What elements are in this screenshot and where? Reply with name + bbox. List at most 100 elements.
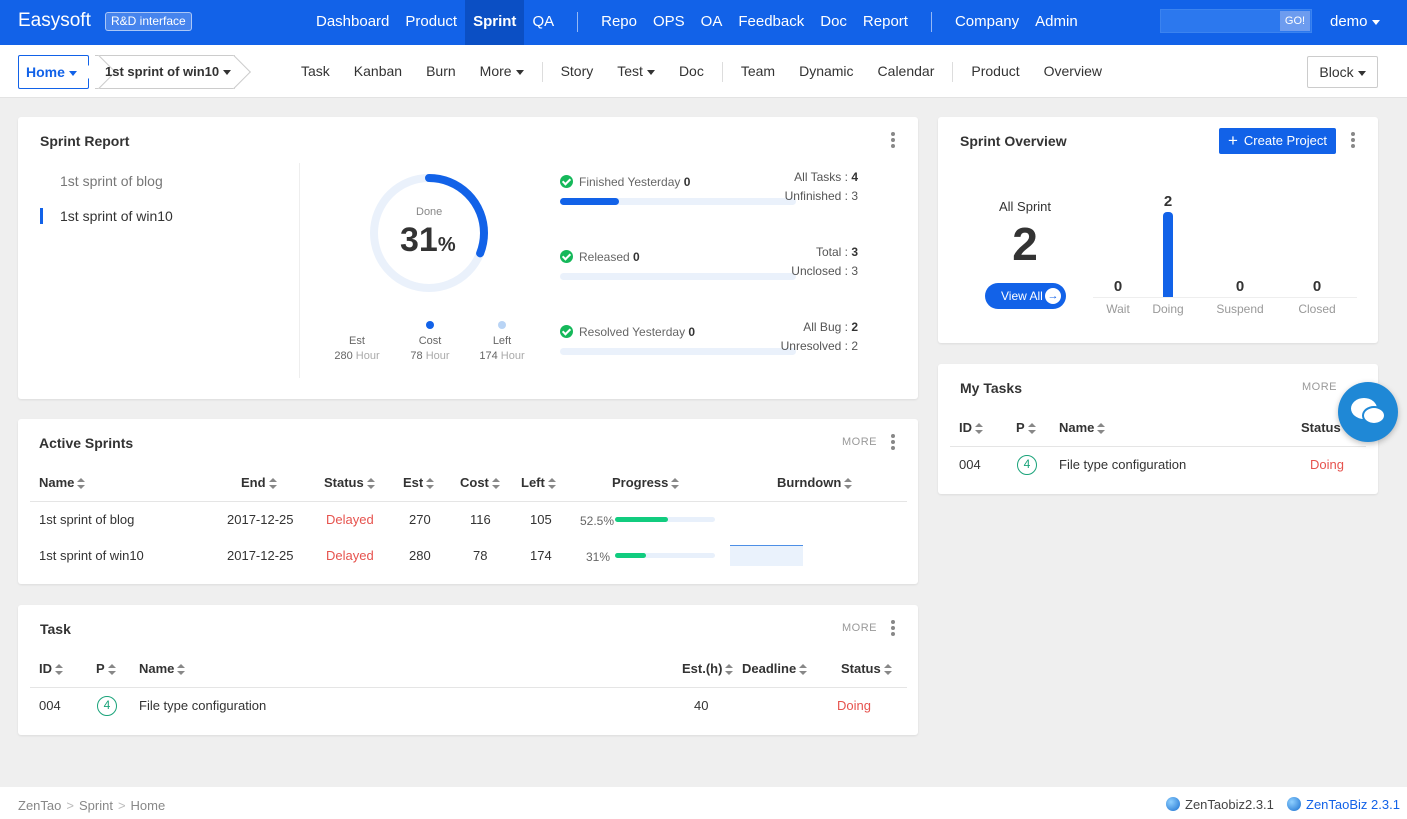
col-header-est[interactable]: Est: [403, 475, 435, 490]
col-header-p[interactable]: P: [96, 661, 116, 676]
tab-product[interactable]: Product: [971, 63, 1020, 79]
nav-oa[interactable]: OA: [700, 13, 723, 30]
search-button[interactable]: GO!: [1280, 11, 1310, 31]
donut-progress-arc: [370, 174, 488, 292]
report-sprint-item[interactable]: 1st sprint of blog: [60, 173, 163, 189]
check-icon: [560, 325, 573, 338]
legend-est: Est 280 Hour: [327, 334, 387, 364]
version-link-biz[interactable]: ZenTaoBiz 2.3.1: [1287, 797, 1400, 812]
col-header-status[interactable]: Status: [841, 661, 892, 676]
col-header-burndown[interactable]: Burndown: [777, 475, 853, 490]
tab-dynamic[interactable]: Dynamic: [799, 63, 854, 79]
col-header-label: Left: [521, 475, 545, 490]
col-header-status[interactable]: Status: [1301, 420, 1341, 435]
col-header-name[interactable]: Name: [1059, 420, 1106, 435]
tab-more[interactable]: More: [468, 45, 536, 98]
tab-calendar[interactable]: Calendar: [877, 63, 935, 79]
more-link[interactable]: MORE: [842, 436, 877, 448]
kebab-icon[interactable]: [891, 132, 895, 148]
nav-company[interactable]: Company: [954, 13, 1020, 30]
col-header-id[interactable]: ID: [39, 661, 63, 676]
nav-dashboard[interactable]: Dashboard: [316, 13, 390, 30]
task-name-link[interactable]: File type configuration: [139, 698, 267, 713]
tab-story[interactable]: Story: [560, 63, 594, 79]
footer-crumb[interactable]: Home: [130, 798, 166, 813]
brand-logo[interactable]: Easysoft: [18, 10, 91, 31]
nav-report[interactable]: Report: [862, 13, 908, 30]
footer-crumb[interactable]: Sprint: [78, 798, 113, 813]
caret-down-icon: [223, 70, 232, 76]
nav-feedback[interactable]: Feedback: [738, 13, 805, 30]
col-header-status[interactable]: Status: [324, 475, 375, 490]
sort-icon: [1027, 423, 1036, 435]
chat-icon[interactable]: [1338, 382, 1398, 442]
col-header-left[interactable]: Left: [521, 475, 556, 490]
col-header-label: Cost: [460, 475, 489, 490]
tab-team[interactable]: Team: [740, 63, 776, 79]
caret-down-icon: [1371, 19, 1380, 25]
nav-repo[interactable]: Repo: [601, 13, 637, 30]
nav-doc[interactable]: Doc: [820, 13, 847, 30]
overview-bar-value: 2: [1163, 193, 1173, 210]
tab-kanban[interactable]: Kanban: [353, 63, 403, 79]
col-header-progress[interactable]: Progress: [612, 475, 680, 490]
sprint-name-link[interactable]: 1st sprint of win10: [39, 548, 144, 563]
active-sprints-panel: Active Sprints MORE Name End Status Est …: [18, 419, 918, 584]
arrow-right-icon: →: [1045, 288, 1061, 304]
tab-test[interactable]: Test: [605, 45, 667, 98]
burndown-sparkline[interactable]: [730, 545, 803, 566]
col-header-p[interactable]: P: [1016, 420, 1036, 435]
panel-title: Sprint Overview: [960, 133, 1067, 149]
nav-product[interactable]: Product: [405, 13, 458, 30]
user-menu[interactable]: demo: [1330, 13, 1380, 30]
more-link[interactable]: MORE: [1302, 381, 1337, 393]
tab-divider: [721, 62, 723, 82]
sprint-est: 270: [409, 512, 431, 527]
sprint-report-panel: Sprint Report 1st sprint of blog 1st spr…: [18, 117, 918, 399]
panel-title: My Tasks: [960, 380, 1022, 396]
kebab-icon[interactable]: [891, 620, 895, 636]
col-header-label: Status: [324, 475, 364, 490]
tab-doc[interactable]: Doc: [678, 63, 704, 79]
tab-overview[interactable]: Overview: [1043, 63, 1102, 79]
col-header-id[interactable]: ID: [959, 420, 983, 435]
stat-total-label: Total :: [815, 245, 848, 259]
footer-crumb[interactable]: ZenTao: [18, 798, 62, 813]
nav-sprint[interactable]: Sprint: [465, 0, 525, 45]
col-header-end[interactable]: End: [241, 475, 277, 490]
block-dropdown[interactable]: Block: [1307, 56, 1378, 88]
col-header-name[interactable]: Name: [39, 475, 86, 490]
tab-divider: [952, 62, 954, 82]
col-header-deadline[interactable]: Deadline: [742, 661, 808, 676]
table-divider: [30, 687, 907, 688]
more-link[interactable]: MORE: [842, 622, 877, 634]
nav-ops[interactable]: OPS: [652, 13, 685, 30]
nav-admin[interactable]: Admin: [1035, 13, 1078, 30]
create-project-button[interactable]: + Create Project: [1219, 128, 1336, 154]
overview-bar-value: 0: [1113, 278, 1123, 295]
col-header-est[interactable]: Est.(h): [682, 661, 734, 676]
stat-total-label: All Bug :: [803, 320, 848, 334]
col-header-cost[interactable]: Cost: [460, 475, 500, 490]
stat-total-value: 3: [851, 245, 858, 259]
task-name-link[interactable]: File type configuration: [1059, 457, 1187, 472]
kebab-icon[interactable]: [1351, 132, 1355, 148]
version-link[interactable]: ZenTaobiz2.3.1: [1166, 797, 1274, 812]
sprint-dropdown[interactable]: 1st sprint of win10: [95, 55, 235, 89]
interface-badge[interactable]: R&D interface: [105, 12, 192, 31]
stat-label: Finished Yesterday: [579, 175, 681, 189]
nav-qa[interactable]: QA: [532, 13, 555, 30]
search-input[interactable]: GO!: [1160, 9, 1312, 33]
kebab-icon[interactable]: [891, 434, 895, 450]
report-sprint-item-active[interactable]: 1st sprint of win10: [40, 208, 173, 224]
sort-icon: [426, 478, 435, 490]
view-all-button[interactable]: View All →: [985, 283, 1066, 309]
col-header-name[interactable]: Name: [139, 661, 186, 676]
sprint-status: Delayed: [326, 512, 374, 527]
tab-task[interactable]: Task: [301, 63, 330, 79]
legend-label: Left: [492, 335, 512, 347]
tab-burn[interactable]: Burn: [426, 63, 456, 79]
home-dropdown[interactable]: Home: [18, 55, 89, 89]
sprint-name-link[interactable]: 1st sprint of blog: [39, 512, 135, 527]
sort-icon: [107, 664, 116, 676]
